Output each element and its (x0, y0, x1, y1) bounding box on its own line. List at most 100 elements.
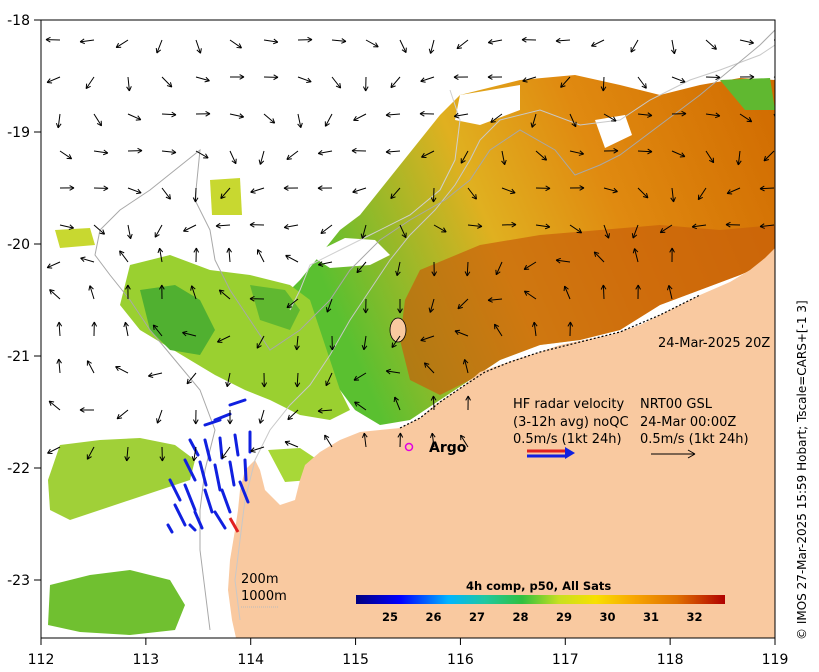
model-arrow (56, 321, 63, 337)
model-arrow (671, 150, 686, 158)
model-arrow (59, 185, 75, 191)
model-arrow (591, 39, 605, 47)
model-arrow (225, 372, 231, 388)
model-arrow (569, 185, 585, 191)
model-arrow (397, 432, 404, 448)
model-arrow (127, 187, 142, 195)
model-arrow (393, 396, 401, 411)
model-arrow (535, 150, 548, 161)
model-arrow (603, 224, 610, 239)
model-arrow (195, 76, 210, 83)
model-arrow (256, 249, 265, 263)
model-arrow (331, 38, 347, 44)
model-arrow (263, 113, 276, 124)
model-arrow (535, 223, 551, 230)
lon-tick-label: 118 (657, 652, 684, 668)
model-arrow (186, 372, 197, 385)
model-legend-line1: NRT00 GSL (640, 397, 713, 412)
model-arrow (256, 335, 265, 349)
model-arrow (603, 113, 617, 122)
longitude-axis: 112 113 114 115 116 117 118 119 (28, 638, 788, 668)
model-arrow (157, 247, 164, 263)
model-arrow (522, 76, 537, 83)
lon-tick-label: 112 (28, 652, 55, 668)
sst-green-patch-6 (720, 78, 775, 110)
colorbar-tick-label: 27 (469, 610, 485, 624)
model-arrow (317, 407, 333, 414)
model-arrow (86, 360, 95, 374)
sst-green-patch-1 (140, 285, 215, 355)
model-arrow (93, 149, 109, 156)
model-arrow (329, 335, 336, 351)
model-arrow (399, 224, 407, 239)
model-arrow (464, 261, 471, 277)
model-arrow (563, 285, 571, 300)
model-arrow (487, 74, 503, 80)
model-arrow (501, 150, 507, 166)
model-arrow (423, 362, 435, 374)
model-arrow (397, 298, 403, 314)
colorbar (356, 595, 725, 604)
model-arrow (283, 223, 299, 230)
colorbar-ticks: 25 26 27 28 29 30 31 32 (382, 610, 703, 624)
sst-green-patch-7 (55, 228, 95, 248)
model-arrow (317, 149, 333, 156)
model-arrow (569, 224, 583, 234)
model-legend-line3: 0.5m/s (1kt 24h) (640, 432, 749, 447)
model-arrow (428, 39, 435, 54)
model-arrow (365, 39, 379, 48)
cloud-gap-3 (455, 85, 520, 125)
model-arrow (250, 187, 265, 194)
model-arrow (126, 76, 132, 92)
model-arrow (161, 187, 171, 200)
date-label: 24-Mar-2025 20Z (658, 336, 770, 351)
model-arrow (59, 224, 74, 230)
model-arrow (569, 150, 584, 156)
model-arrow (600, 76, 607, 92)
model-arrow (127, 113, 142, 121)
model-arrow (420, 76, 435, 83)
model-arrow (325, 298, 333, 313)
model-arrow (284, 440, 299, 448)
model-arrow (119, 250, 129, 263)
hf-legend-line2: (3-12h avg) noQC (513, 415, 629, 430)
model-arrow (763, 150, 775, 162)
lon-tick-label: 114 (237, 652, 264, 668)
model-arrow (490, 113, 503, 123)
model-arrow (666, 285, 673, 300)
colorbar-tick-label: 31 (643, 610, 659, 624)
model-arrow (736, 150, 742, 166)
model-arrow (93, 185, 109, 192)
model-arrow (361, 432, 368, 448)
model-arrow (324, 434, 333, 448)
model-arrow (521, 36, 537, 43)
model-arrow (428, 298, 435, 313)
model-arrow (671, 110, 687, 117)
model-arrow (285, 254, 299, 263)
colorbar-tick-label: 26 (425, 610, 441, 624)
model-arrow (637, 187, 649, 199)
model-arrow (705, 150, 715, 164)
model-arrow (431, 261, 438, 277)
colorbar-tick-label: 32 (686, 610, 702, 624)
model-arrow (55, 113, 62, 129)
model-arrow (283, 185, 299, 191)
contour-extra (289, 89, 461, 311)
model-arrow (79, 407, 95, 413)
model-arrow (91, 321, 98, 337)
model-arrow (725, 221, 741, 228)
colorbar-tick-label: 30 (599, 610, 615, 624)
model-arrow (467, 223, 483, 229)
sst-green-patch-3 (48, 438, 195, 520)
model-arrow (258, 150, 265, 165)
cloud-gap-2 (595, 115, 632, 148)
model-arrow (263, 38, 279, 45)
model-arrow (93, 113, 102, 127)
model-arrow (148, 372, 163, 378)
lat-tick-label: -22 (7, 461, 30, 477)
model-arrow (421, 150, 435, 158)
model-arrow (227, 409, 233, 425)
model-arrow (79, 38, 95, 45)
model-arrow (467, 187, 477, 200)
